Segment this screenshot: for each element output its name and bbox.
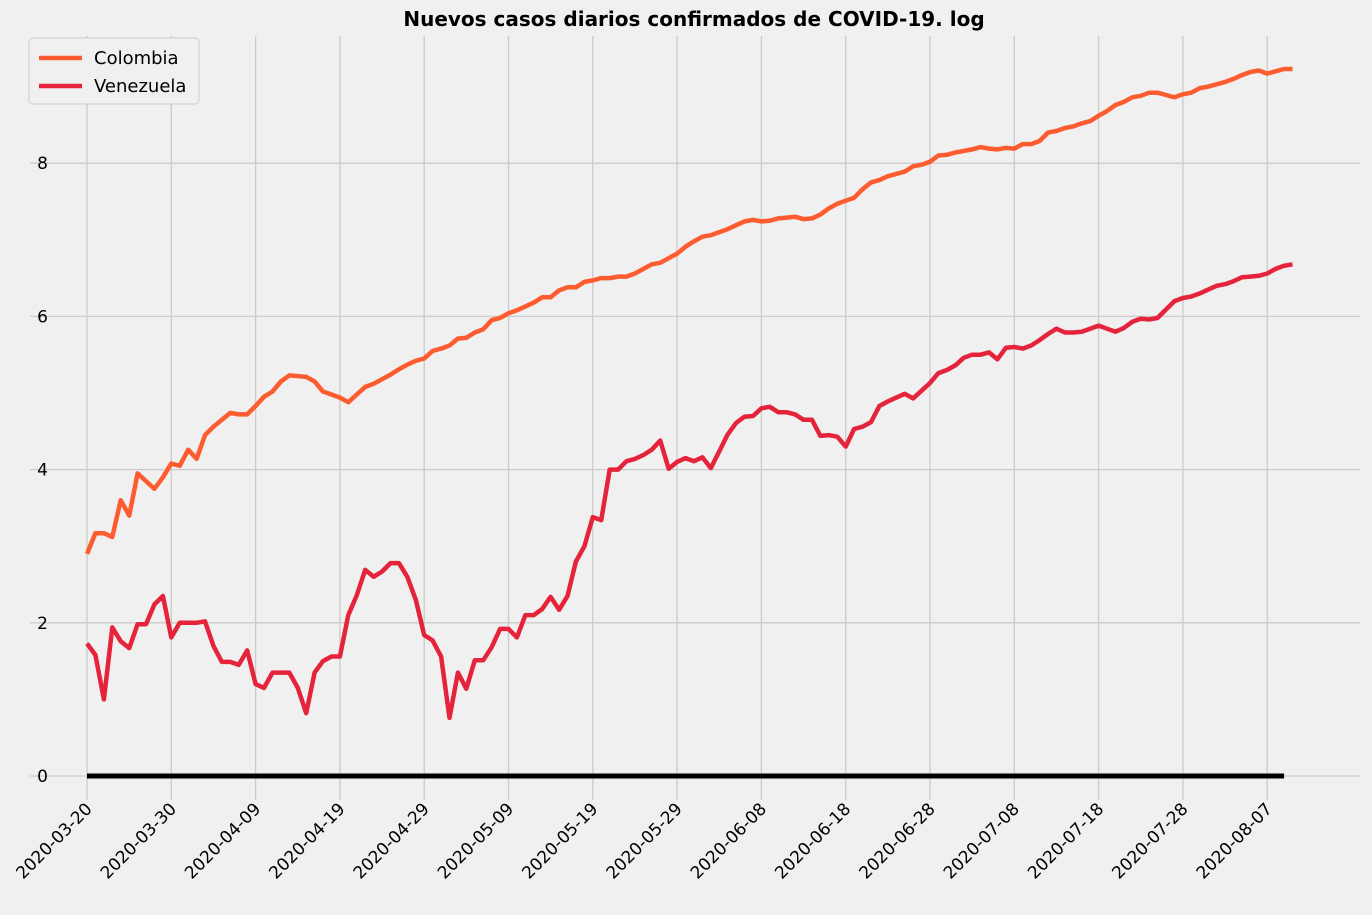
series-line-venezuela (85, 262, 1293, 721)
y-tick-label: 4 (37, 461, 48, 481)
y-tick-label: 0 (37, 767, 48, 787)
legend: Colombia Venezuela (28, 37, 200, 105)
series-layer (84, 66, 1293, 721)
legend-label: Colombia (94, 48, 179, 69)
legend-label: Venezuela (94, 76, 186, 97)
chart-title: Nuevos casos diarios confirmados de COVI… (403, 7, 984, 31)
y-tick-label: 6 (37, 307, 48, 327)
y-axis-ticks: 0 2 4 6 8 (37, 154, 48, 787)
y-tick-label: 8 (37, 154, 48, 174)
y-tick-label: 2 (37, 614, 48, 634)
grid (30, 36, 1360, 800)
series-line-colombia (84, 66, 1293, 555)
